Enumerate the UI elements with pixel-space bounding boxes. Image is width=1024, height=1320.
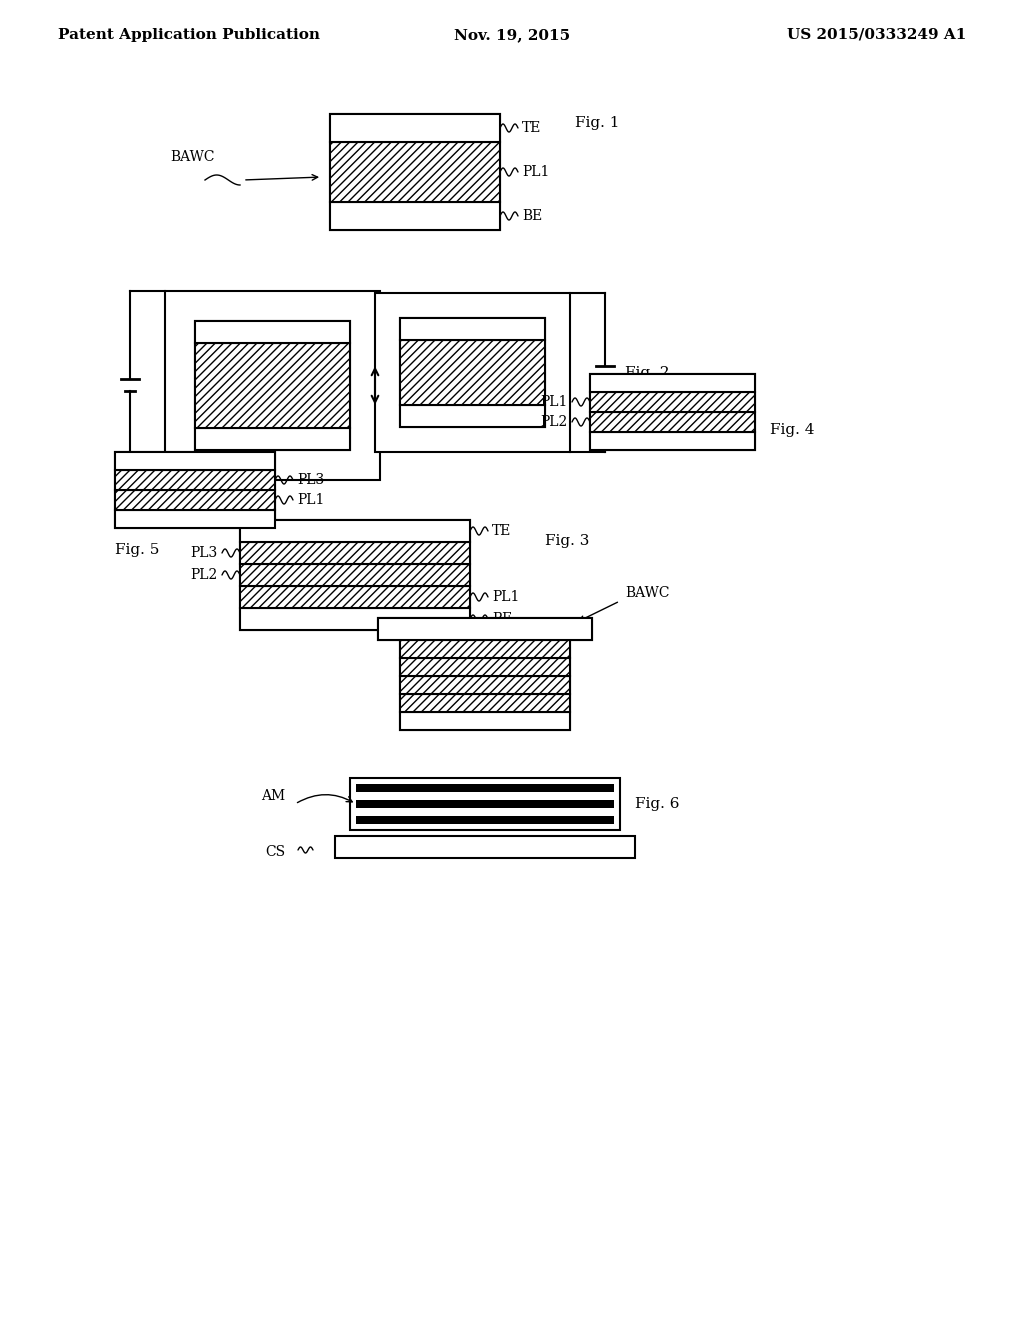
- Bar: [400, 405, 545, 426]
- Text: PL2: PL2: [190, 568, 218, 582]
- Text: Fig. 2: Fig. 2: [625, 366, 670, 380]
- Bar: [165, 290, 380, 480]
- Bar: [240, 520, 470, 543]
- Text: Nov. 19, 2015: Nov. 19, 2015: [454, 28, 570, 42]
- Bar: [335, 836, 635, 858]
- Bar: [400, 640, 570, 657]
- Bar: [400, 657, 570, 676]
- Text: BAWC: BAWC: [625, 586, 670, 601]
- Bar: [590, 412, 755, 432]
- Text: US 2015/0333249 A1: US 2015/0333249 A1: [786, 28, 966, 42]
- Bar: [330, 114, 500, 230]
- Bar: [400, 341, 545, 405]
- Bar: [350, 777, 620, 830]
- Bar: [590, 392, 755, 412]
- Bar: [240, 586, 470, 609]
- Bar: [590, 374, 755, 450]
- Bar: [195, 343, 350, 428]
- Text: Fig. 6: Fig. 6: [635, 797, 680, 810]
- Text: PL1: PL1: [297, 492, 325, 507]
- Text: Fig. 5: Fig. 5: [115, 543, 160, 557]
- Bar: [400, 676, 570, 694]
- Text: CS: CS: [265, 845, 285, 859]
- Bar: [356, 784, 614, 792]
- Text: PL3: PL3: [190, 546, 218, 560]
- Bar: [195, 321, 350, 450]
- Bar: [240, 543, 470, 564]
- Bar: [115, 470, 275, 490]
- Bar: [375, 293, 570, 451]
- Bar: [240, 564, 470, 586]
- Text: PL1: PL1: [522, 165, 549, 180]
- Bar: [115, 510, 275, 528]
- Text: AM: AM: [261, 789, 285, 803]
- Text: Fig. 3: Fig. 3: [545, 535, 590, 548]
- Text: TE: TE: [522, 121, 542, 135]
- Text: Fig. 4: Fig. 4: [770, 422, 814, 437]
- Bar: [195, 321, 350, 343]
- Text: BAWC: BAWC: [170, 150, 214, 164]
- Bar: [400, 694, 570, 711]
- Bar: [378, 618, 592, 640]
- Bar: [330, 114, 500, 143]
- Bar: [330, 143, 500, 202]
- Text: Fig. 1: Fig. 1: [575, 116, 620, 129]
- Text: BE: BE: [522, 209, 543, 223]
- Bar: [115, 451, 275, 470]
- Bar: [400, 711, 570, 730]
- Bar: [240, 609, 470, 630]
- Bar: [590, 374, 755, 392]
- Bar: [240, 520, 470, 630]
- Text: Patent Application Publication: Patent Application Publication: [58, 28, 319, 42]
- Text: PL1: PL1: [541, 395, 568, 409]
- Text: PL2: PL2: [541, 414, 568, 429]
- Bar: [195, 428, 350, 450]
- Text: PL3: PL3: [297, 473, 325, 487]
- Text: TE: TE: [492, 524, 511, 539]
- Bar: [115, 490, 275, 510]
- Bar: [356, 800, 614, 808]
- Bar: [330, 202, 500, 230]
- Bar: [356, 816, 614, 824]
- Text: BE: BE: [492, 612, 512, 626]
- Text: PL1: PL1: [492, 590, 519, 605]
- Bar: [590, 432, 755, 450]
- Bar: [400, 318, 545, 341]
- Bar: [400, 640, 570, 730]
- Bar: [400, 318, 545, 426]
- Bar: [378, 618, 592, 640]
- Bar: [115, 451, 275, 528]
